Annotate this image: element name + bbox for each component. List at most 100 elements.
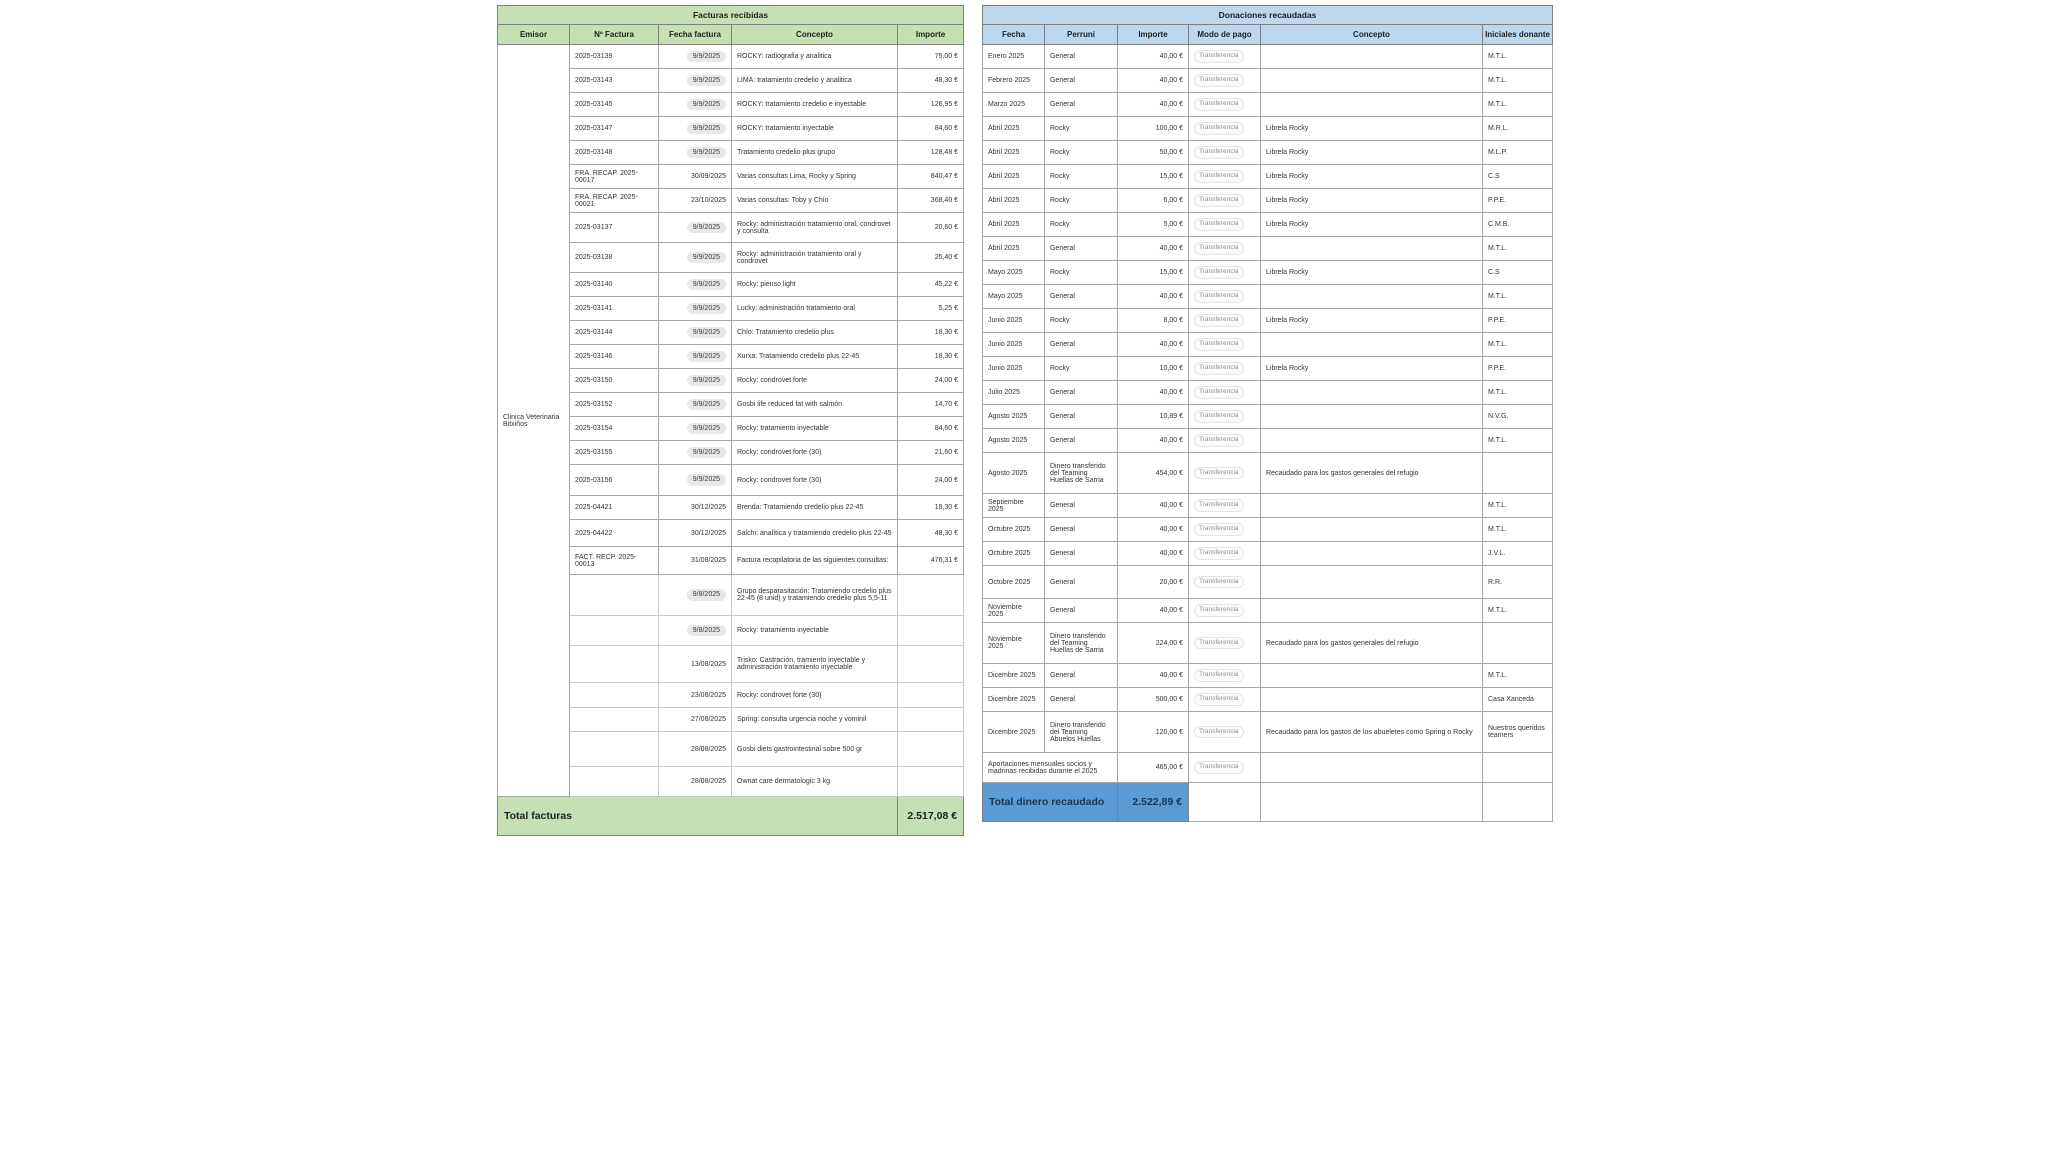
- donaciones-row: Junio 2025 Rocky 10,00 € Transferencia Libre…: [982, 356, 1554, 381]
- cell-concepto: Librela Rocky: [1260, 116, 1483, 141]
- cell-concepto: Rocky: condrovet forte: [731, 368, 898, 393]
- fecha-chip: 9/8/2025: [686, 624, 726, 637]
- cell-importe: 25,40 €: [896, 242, 965, 273]
- cell-importe: 40,00 €: [1117, 92, 1189, 117]
- cell-modo: Transferencia: [1188, 428, 1261, 453]
- cell-modo: Transferencia: [1188, 332, 1261, 357]
- cell-concepto: [1260, 284, 1483, 309]
- cell-num: [569, 682, 659, 708]
- cell-perruni: Dinero transferido del Teaming Abuelos H…: [1044, 711, 1118, 753]
- cell-importe: [896, 645, 965, 683]
- cell-importe: 10,89 €: [1117, 404, 1189, 429]
- cell-num: 2025-04422: [569, 519, 659, 547]
- facturas-total-row: Total facturas 2.517,08 €: [497, 796, 965, 836]
- donaciones-body: Enero 2025 General 40,00 € Transferencia M.T…: [982, 44, 1554, 783]
- cell-concepto: ROCKY: radiografia y analitica: [731, 44, 898, 69]
- cell-fecha: Abril 2025: [982, 236, 1045, 261]
- donaciones-total-empty-concepto: [1260, 782, 1483, 822]
- cell-importe: 20,00 €: [1117, 565, 1189, 599]
- cell-concepto: Rocky: administración tratamiento oral, …: [731, 212, 898, 243]
- cell-concepto: [1260, 68, 1483, 93]
- cell-num: 2025-03139: [569, 44, 659, 69]
- cell-fecha: 9/9/2025: [658, 392, 732, 417]
- cell-fecha: 23/08/2025: [658, 682, 732, 708]
- cell-concepto: [1260, 404, 1483, 429]
- fecha-chip: 9/9/2025: [686, 74, 726, 87]
- cell-num: FRA. RECAP. 2025-00017: [569, 164, 659, 189]
- modo-chip: Transferencia: [1194, 122, 1244, 135]
- cell-concepto: Recaudado para los gastos de los abuelet…: [1260, 711, 1483, 753]
- cell-importe: [896, 682, 965, 708]
- cell-fecha: Abril 2025: [982, 140, 1045, 165]
- cell-importe: 120,00 €: [1117, 711, 1189, 753]
- donaciones-row: Junio 2025 Rocky 8,00 € Transferencia Librel…: [982, 308, 1554, 333]
- cell-fecha: 30/12/2025: [658, 519, 732, 547]
- modo-chip: Transferencia: [1194, 725, 1244, 739]
- cell-concepto: LIMA: tratamiento credelio y analitica: [731, 68, 898, 93]
- cell-fecha: Dicembre 2025: [982, 687, 1045, 712]
- cell-concepto: Varias consultas Lima, Rocky y Spring: [731, 164, 898, 189]
- cell-concepto: [1260, 663, 1483, 688]
- cell-importe: 40,00 €: [1117, 332, 1189, 357]
- modo-chip: Transferencia: [1194, 242, 1244, 255]
- cell-modo: Transferencia: [1188, 284, 1261, 309]
- cell-num: 2025-03140: [569, 272, 659, 297]
- modo-chip: Transferencia: [1194, 170, 1244, 183]
- cell-num: 2025-03155: [569, 440, 659, 465]
- cell-fecha: Mayo 2025: [982, 284, 1045, 309]
- cell-importe: 40,00 €: [1117, 598, 1189, 623]
- cell-fecha: Dicembre 2025: [982, 663, 1045, 688]
- cell-importe: 40,00 €: [1117, 663, 1189, 688]
- modo-chip: Transferencia: [1194, 499, 1244, 512]
- col-header-importe: Importe: [896, 24, 965, 45]
- cell-modo: Transferencia: [1188, 356, 1261, 381]
- modo-chip: Transferencia: [1194, 386, 1244, 399]
- facturas-total-label: Total facturas: [497, 796, 898, 836]
- modo-chip: Transferencia: [1194, 410, 1244, 423]
- cell-num: 2025-03146: [569, 344, 659, 369]
- cell-fecha: 9/9/2025: [658, 320, 732, 345]
- cell-importe: 21,60 €: [896, 440, 965, 465]
- modo-chip: Transferencia: [1194, 50, 1244, 63]
- donaciones-row: Dicembre 2025 Dinero transferido del Team…: [982, 711, 1554, 753]
- cell-importe: 476,31 €: [896, 546, 965, 575]
- donaciones-row: Abril 2025 Rocky 6,00 € Transferencia Librel…: [982, 188, 1554, 213]
- fecha-chip: 9/9/2025: [686, 374, 726, 387]
- donaciones-row: Aportaciones mensuales socios y madrinas…: [982, 752, 1554, 783]
- facturas-row: 27/08/2025 Spring: consulta urgencia noch…: [498, 707, 965, 732]
- donaciones-row: Octubre 2025 General 40,00 € Transferencia J…: [982, 541, 1554, 566]
- cell-concepto: [1260, 598, 1483, 623]
- cell-fecha: Septiembre 2025: [982, 493, 1045, 518]
- cell-emisor: Clinica Veterinaria Bitxiños: [497, 44, 570, 797]
- cell-fecha: Abril 2025: [982, 188, 1045, 213]
- cell-modo: Transferencia: [1188, 517, 1261, 542]
- cell-num: 2025-04421: [569, 495, 659, 520]
- cell-importe: 15,00 €: [1117, 164, 1189, 189]
- cell-fecha: Dicembre 2025: [982, 711, 1045, 753]
- facturas-row: 13/08/2025 Trisko: Castración, tramiento …: [498, 645, 965, 683]
- facturas-row: 2025-03144 9/9/2025 Chío: Tratamiento cred…: [498, 320, 965, 345]
- cell-num: [569, 731, 659, 767]
- fecha-chip: 9/9/2025: [686, 398, 726, 411]
- cell-fecha: Marzo 2025: [982, 92, 1045, 117]
- cell-importe: [896, 615, 965, 646]
- cell-perruni: General: [1044, 380, 1118, 405]
- facturas-row: Clinica Veterinaria Bitxiños 2025-03139 9/…: [497, 44, 965, 797]
- cell-fecha: Febrero 2025: [982, 68, 1045, 93]
- modo-chip: Transferencia: [1194, 604, 1244, 617]
- donaciones-row: Julio 2025 General 40,00 € Transferencia M.T…: [982, 380, 1554, 405]
- cell-iniciales: M.T.L.: [1481, 236, 1554, 261]
- cell-perruni: General: [1044, 517, 1118, 542]
- cell-importe: 15,00 €: [1117, 260, 1189, 285]
- donaciones-row: Abril 2025 Rocky 100,00 € Transferencia Libr…: [982, 116, 1554, 141]
- donaciones-title-row: Donaciones recaudadas: [981, 5, 1554, 25]
- cell-importe: 14,70 €: [896, 392, 965, 417]
- cell-modo: Transferencia: [1188, 44, 1261, 69]
- col-header-iniciales-donante: Iniciales donante: [1481, 24, 1554, 45]
- cell-perruni: General: [1044, 541, 1118, 566]
- cell-modo: Transferencia: [1188, 711, 1261, 753]
- cell-concepto: Brenda: Tratamiendo credelio plus 22-45: [731, 495, 898, 520]
- cell-importe: 18,30 €: [896, 495, 965, 520]
- cell-num: 2025-03137: [569, 212, 659, 243]
- donaciones-row: Enero 2025 General 40,00 € Transferencia M.T…: [982, 44, 1554, 69]
